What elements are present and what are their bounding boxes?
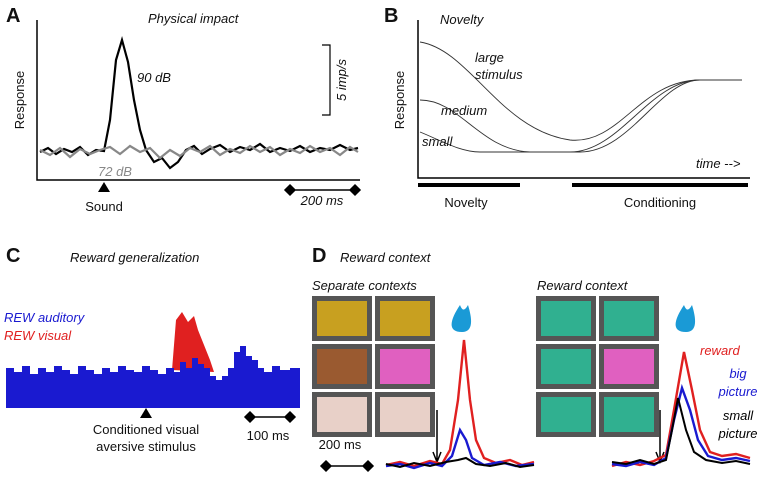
curve (419, 79, 701, 153)
panel-b: B Novelty Response large stimulus medium sm… (384, 5, 750, 210)
phase-label: Novelty (444, 195, 488, 210)
panel-a: A Physical impact Response 90 dB 72 dB 5… (6, 5, 362, 214)
thumbnail (541, 301, 591, 336)
histogram-visual (172, 312, 214, 372)
y-label: Response (392, 71, 407, 130)
thumbnail (604, 301, 654, 336)
event-marker (98, 182, 110, 192)
axes (417, 20, 750, 179)
panel-title: Reward context (340, 250, 432, 265)
event-label: aversive stimulus (96, 439, 196, 454)
time-label: 200 ms (319, 437, 362, 452)
time-label: 200 ms (300, 193, 344, 208)
scale-label: 5 imp/s (334, 59, 349, 101)
panel-letter: A (6, 5, 20, 27)
group-title: Reward context (537, 278, 629, 293)
histogram-auditory (6, 346, 300, 408)
legend-entry: REW visual (4, 328, 72, 343)
event-marker (140, 408, 152, 418)
x-label: time --> (696, 156, 741, 171)
thumbnail (380, 349, 430, 384)
panel-title: Physical impact (148, 11, 240, 26)
trace-label: 90 dB (137, 70, 171, 85)
panel-d: D Reward context Separate contexts Rewar… (312, 245, 758, 473)
trace (611, 397, 751, 466)
thumbnail (541, 397, 591, 432)
trace-label: small (723, 408, 754, 423)
thumbnail (317, 397, 367, 432)
thumbnail (317, 349, 367, 384)
panel-letter: D (312, 245, 326, 267)
panel-c: C Reward generalization REW auditory REW… (4, 245, 300, 454)
trace (385, 427, 535, 470)
panel-title: Reward generalization (70, 250, 199, 265)
thumbnail (380, 301, 430, 336)
panel-letter: B (384, 5, 398, 27)
time-bar (319, 459, 375, 473)
event-label: Sound (85, 199, 123, 214)
event-label: Conditioned visual (93, 422, 199, 437)
trace-label: reward (700, 343, 741, 358)
thumbnail (380, 397, 430, 432)
curve-label: large (475, 50, 504, 65)
trace-label: picture (717, 426, 757, 441)
trace-low (39, 144, 359, 160)
panel-title: Novelty (440, 12, 485, 27)
time-bar (243, 410, 297, 424)
thumbnail (541, 349, 591, 384)
trace-label: big (729, 366, 747, 381)
phase-label: Conditioning (624, 195, 696, 210)
drop-icon (451, 305, 472, 332)
legend-entry: REW auditory (4, 310, 86, 325)
group-title: Separate contexts (312, 278, 417, 293)
scale-bar (322, 44, 331, 116)
axes (36, 20, 360, 181)
thumbnail (317, 301, 367, 336)
trace (385, 456, 535, 469)
panel-letter: C (6, 245, 20, 267)
time-bar (283, 183, 362, 197)
curve (419, 41, 742, 141)
trace-high (39, 36, 359, 170)
time-label: 100 ms (247, 428, 290, 443)
trace-label: picture (717, 384, 757, 399)
drop-icon (675, 305, 696, 332)
curve-label: stimulus (475, 67, 523, 82)
y-label: Response (12, 71, 27, 130)
curve-label: medium (441, 103, 487, 118)
trace (611, 383, 751, 468)
thumbnail (604, 397, 654, 432)
curve-label: small (422, 134, 453, 149)
trace (611, 351, 751, 468)
thumbnail (604, 349, 654, 384)
trace-label: 72 dB (98, 164, 132, 179)
